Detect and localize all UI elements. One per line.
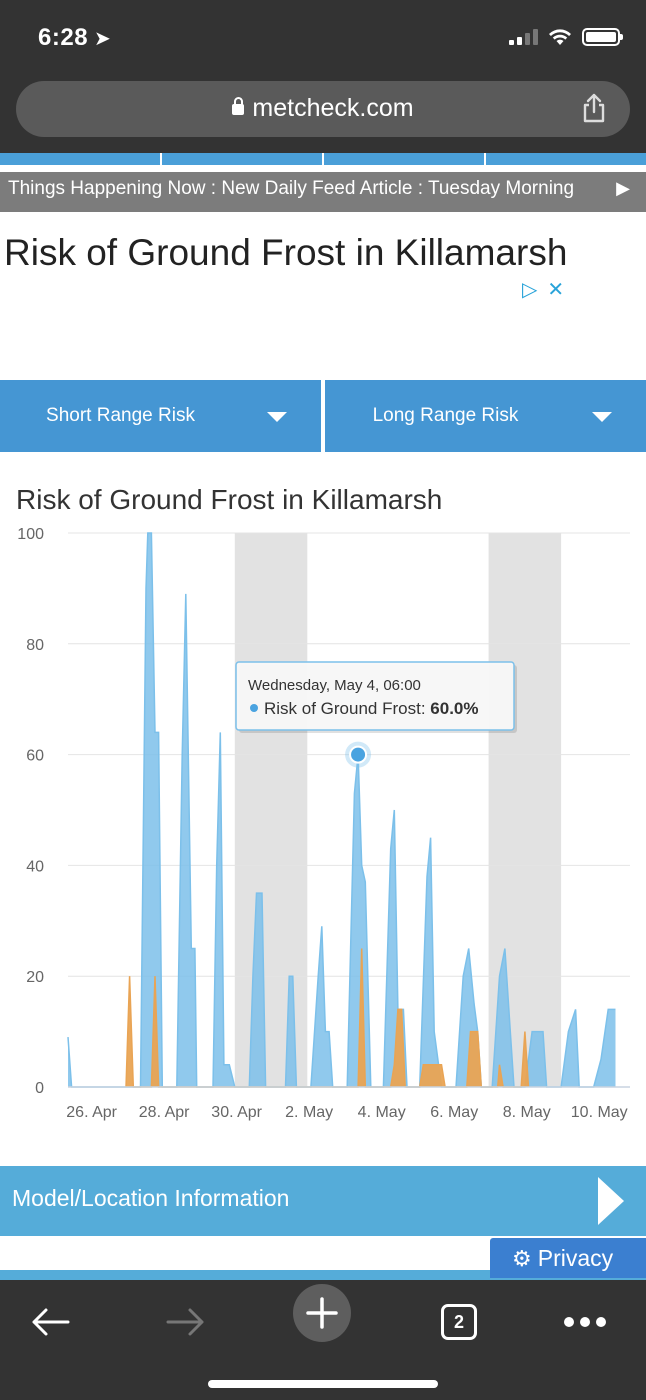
- status-icons: [509, 28, 623, 46]
- y-tick-label: 20: [26, 969, 44, 986]
- x-tick-label: 6. May: [430, 1104, 478, 1121]
- x-tick-label: 30. Apr: [211, 1104, 262, 1121]
- x-tick-label: 8. May: [503, 1104, 551, 1121]
- location-arrow-icon: ➤: [94, 28, 112, 50]
- ticker-text: Things Happening Now : New Daily Feed Ar…: [8, 178, 575, 199]
- weekend-band: [234, 533, 308, 1087]
- y-tick-label: 40: [26, 858, 44, 875]
- status-time: 6:28 ➤: [38, 24, 111, 52]
- home-indicator: [208, 1380, 438, 1388]
- short-range-risk-dropdown[interactable]: Short Range Risk: [0, 380, 321, 452]
- y-tick-label: 60: [26, 748, 44, 765]
- ad-close-icon[interactable]: ✕: [547, 279, 565, 301]
- frost-risk-chart[interactable]: 0 20 40 60 80 100 26. Apr 28. Apr 30. Apr 2. May 4…: [0, 515, 646, 1135]
- chevron-right-icon: [598, 1177, 624, 1225]
- url-text: metcheck.com: [252, 94, 414, 122]
- y-tick-label: 0: [35, 1080, 44, 1097]
- next-section-bar[interactable]: [0, 1270, 646, 1280]
- site-menu-sliver[interactable]: [0, 153, 646, 165]
- cellular-signal-icon: [509, 29, 538, 45]
- hover-point: [349, 745, 368, 764]
- x-tick-label: 4. May: [358, 1104, 406, 1121]
- tooltip-value: 60.0%: [430, 699, 478, 718]
- url-bar[interactable]: metcheck.com: [16, 81, 630, 137]
- x-tick-label: 2. May: [285, 1104, 333, 1121]
- privacy-button[interactable]: ⚙ Privacy: [490, 1238, 646, 1278]
- new-tab-button[interactable]: [293, 1284, 351, 1342]
- tooltip-date: Wednesday, May 4, 06:00: [248, 677, 421, 694]
- tab-count: 2: [441, 1304, 477, 1340]
- x-tick-label: 10. May: [571, 1104, 628, 1121]
- tooltip-series-name: Risk of Ground Frost: 60.0%: [264, 699, 478, 718]
- model-location-info-label: Model/Location Information: [12, 1185, 290, 1211]
- page-title: Risk of Ground Frost in Killamarsh: [4, 232, 568, 273]
- long-range-risk-label: Long Range Risk: [372, 405, 519, 426]
- tabs-button[interactable]: 2: [429, 1292, 489, 1352]
- privacy-label: Privacy: [537, 1245, 614, 1271]
- back-arrow-icon: [32, 1308, 70, 1336]
- more-button[interactable]: [555, 1292, 615, 1352]
- share-icon[interactable]: [580, 93, 608, 123]
- model-location-info-button[interactable]: Model/Location Information: [0, 1166, 646, 1236]
- risk-tabs: Short Range Risk Long Range Risk: [0, 380, 646, 452]
- ticker-arrow-icon[interactable]: ▶: [616, 178, 630, 198]
- short-range-risk-label: Short Range Risk: [46, 405, 195, 426]
- long-range-risk-dropdown[interactable]: Long Range Risk: [325, 380, 646, 452]
- x-tick-label: 28. Apr: [139, 1104, 190, 1121]
- forward-arrow-icon: [166, 1308, 204, 1336]
- back-button[interactable]: [20, 1292, 80, 1352]
- caret-down-icon: [592, 412, 612, 422]
- wifi-icon: [548, 28, 572, 46]
- browser-chrome: 6:28 ➤ metcheck.com: [0, 0, 646, 153]
- y-tick-label: 100: [17, 526, 44, 543]
- ad-choices[interactable]: ▷ ✕: [522, 277, 564, 302]
- y-tick-label: 80: [26, 637, 44, 654]
- gear-icon: ⚙: [512, 1246, 532, 1271]
- chart-title: Risk of Ground Frost in Killamarsh: [16, 484, 443, 515]
- lock-icon: [232, 97, 245, 115]
- ad-choices-icon[interactable]: ▷: [522, 279, 538, 301]
- forward-button[interactable]: [156, 1292, 216, 1352]
- caret-down-icon: [267, 412, 287, 422]
- battery-icon: [582, 28, 623, 46]
- news-ticker[interactable]: Things Happening Now : New Daily Feed Ar…: [0, 172, 646, 212]
- frost-risk-line: [67, 532, 616, 1088]
- tooltip-box: [235, 661, 515, 731]
- tooltip-series-dot: [250, 704, 258, 712]
- status-time-text: 6:28: [38, 24, 89, 51]
- more-dots-icon: [564, 1317, 606, 1327]
- x-tick-label: 26. Apr: [66, 1104, 117, 1121]
- plus-icon: [306, 1297, 338, 1329]
